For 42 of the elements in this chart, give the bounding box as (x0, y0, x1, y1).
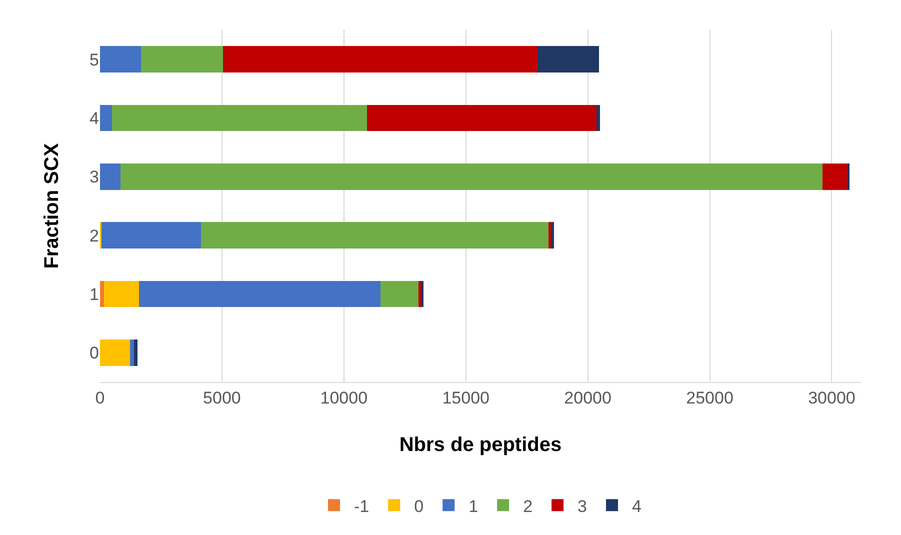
y-tick-label: 0 (90, 344, 99, 363)
bar (421, 280, 424, 308)
bar (140, 46, 223, 73)
bar (551, 222, 554, 249)
x-tick-label: 30000 (808, 388, 856, 408)
bar (100, 339, 130, 366)
bar (366, 104, 596, 132)
legend-label: -1 (354, 496, 370, 516)
bar (201, 222, 549, 249)
bar (104, 280, 140, 308)
bar (822, 163, 848, 190)
y-tick-label: 5 (90, 50, 99, 70)
legend-label: 1 (468, 496, 478, 516)
y-tick-label: 1 (90, 284, 99, 304)
bar (130, 339, 134, 366)
legend-label: 0 (414, 496, 424, 516)
bar (100, 280, 104, 308)
y-tick-label: 3 (90, 168, 99, 187)
legend-label: 4 (632, 496, 642, 516)
x-tick-label: 10000 (320, 388, 368, 408)
legend-label: 3 (578, 496, 587, 516)
bar (100, 46, 141, 73)
bar (380, 280, 418, 308)
x-tick-label: 5000 (203, 388, 241, 408)
y-tick-label: 2 (90, 226, 99, 246)
y-axis-title: Fraction SCX (41, 142, 64, 269)
x-tick-label: 20000 (564, 388, 612, 408)
bar (100, 163, 120, 190)
y-tick-label: 4 (90, 108, 99, 128)
bar (102, 222, 202, 249)
bar (120, 163, 822, 190)
x-tick-label: 25000 (686, 388, 734, 408)
x-axis-title: Nbrs de peptides (399, 434, 562, 456)
bar (222, 46, 538, 73)
x-tick-label: 15000 (442, 388, 490, 408)
bar (139, 280, 380, 308)
legend-label: 2 (523, 496, 533, 516)
bar (537, 46, 599, 73)
bar (596, 104, 600, 132)
bar (112, 104, 367, 132)
bar (134, 339, 138, 366)
bar (100, 104, 112, 132)
